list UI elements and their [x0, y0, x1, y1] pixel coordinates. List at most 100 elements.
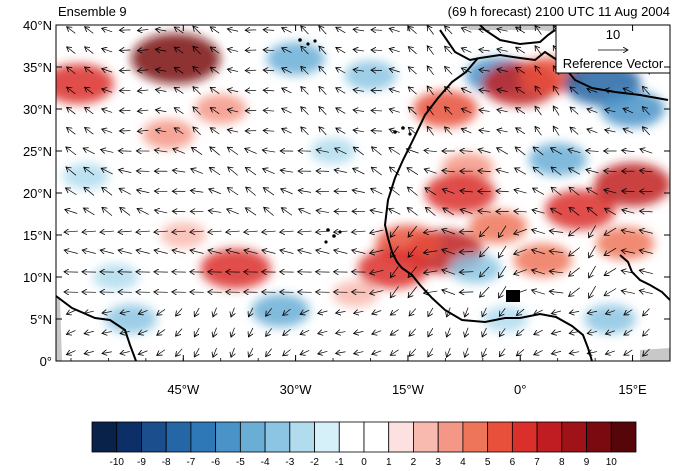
wind-vector — [622, 150, 635, 151]
wind-vector — [226, 231, 240, 232]
wind-vector — [283, 308, 291, 315]
wind-vector — [515, 147, 526, 156]
wind-vector — [319, 46, 327, 55]
wind-vector — [263, 70, 275, 71]
wind-vector — [190, 190, 204, 192]
wind-vector — [605, 110, 616, 112]
wind-vector — [623, 108, 634, 114]
wind-vector — [174, 67, 184, 74]
wind-vector — [643, 348, 650, 356]
wind-vector — [622, 191, 635, 192]
wind-vector — [136, 231, 150, 232]
wind-vector — [227, 209, 239, 215]
wind-vector — [154, 231, 168, 232]
wind-vector — [465, 327, 468, 337]
wind-vector — [119, 170, 132, 173]
wind-vector — [514, 269, 527, 275]
wind-vector — [428, 348, 434, 357]
colorbar-swatch — [511, 421, 538, 453]
wind-vector — [246, 187, 256, 196]
wind-vector — [319, 86, 327, 95]
wind-vector — [174, 27, 184, 34]
plot-left-title: Ensemble 9 — [58, 4, 127, 19]
anomaly-blob — [594, 162, 670, 207]
wind-vector — [83, 148, 95, 155]
wind-vector — [282, 108, 292, 114]
wind-vector — [535, 26, 542, 35]
wind-vector — [84, 187, 95, 196]
wind-vector — [137, 130, 149, 131]
anomaly-blob — [449, 253, 502, 284]
wind-vector — [409, 308, 417, 316]
wind-vector — [461, 28, 472, 33]
wind-vector — [85, 67, 94, 74]
wind-vector — [353, 110, 364, 112]
wind-vector — [480, 286, 490, 297]
wind-vector — [227, 69, 239, 71]
wind-vector — [193, 66, 201, 75]
wind-vector — [227, 188, 239, 196]
wind-vector — [605, 130, 616, 132]
wind-vector — [604, 190, 617, 193]
wind-vector — [425, 188, 437, 196]
wind-vector — [390, 245, 399, 257]
colorbar-label: 0 — [361, 457, 367, 468]
wind-vector — [459, 292, 474, 293]
wind-vector — [263, 90, 275, 91]
wind-vector — [479, 70, 490, 72]
wind-vector — [569, 332, 580, 334]
wind-vector — [499, 328, 506, 336]
wind-vector — [66, 167, 77, 176]
lat-label: 20°N — [23, 186, 52, 201]
wind-vector — [516, 308, 525, 315]
wind-vector — [423, 231, 438, 233]
wind-vector — [82, 231, 96, 232]
wind-vector — [460, 209, 473, 214]
wind-vector — [514, 249, 527, 254]
lat-label: 5°N — [30, 312, 52, 327]
wind-vector — [497, 29, 508, 31]
wind-vector — [319, 107, 327, 115]
masked-region-sw — [56, 295, 62, 361]
wind-vector — [101, 150, 114, 153]
wind-vector — [137, 70, 149, 71]
wind-vector — [623, 129, 634, 134]
wind-vector — [643, 308, 650, 316]
wind-vector — [281, 189, 293, 195]
wind-vector — [424, 169, 437, 174]
wind-vector — [85, 128, 94, 135]
wind-vector — [245, 208, 257, 216]
coastline-iberia — [479, 25, 556, 46]
wind-vector — [193, 107, 201, 115]
wind-vector — [336, 332, 346, 334]
wind-vector — [210, 67, 220, 74]
wind-vector — [425, 207, 436, 216]
wind-vector — [460, 151, 473, 152]
wind-vector — [354, 352, 364, 354]
wind-vector — [569, 247, 580, 257]
wind-vector — [300, 330, 310, 334]
colorbar-swatch — [239, 421, 266, 453]
wind-vector — [533, 167, 544, 176]
wind-vector — [445, 127, 453, 136]
wind-vector — [478, 149, 491, 152]
wind-vector — [244, 250, 258, 253]
wind-vector — [102, 89, 113, 93]
wind-vector — [352, 250, 366, 253]
wind-vector — [210, 108, 220, 115]
wind-vector — [266, 348, 272, 357]
wind-vector — [101, 168, 113, 175]
wind-vector — [336, 27, 346, 34]
wind-vector — [266, 328, 272, 336]
wind-vector — [535, 86, 542, 96]
colorbar-swatch — [190, 421, 217, 453]
wind-vector — [461, 129, 472, 134]
wind-vector — [549, 231, 564, 233]
wind-vector — [497, 49, 508, 51]
wind-vector — [280, 231, 294, 232]
wind-vector — [301, 46, 309, 55]
wind-vector — [586, 151, 599, 152]
wind-vector — [461, 108, 472, 114]
colorbar-swatch — [363, 421, 390, 453]
